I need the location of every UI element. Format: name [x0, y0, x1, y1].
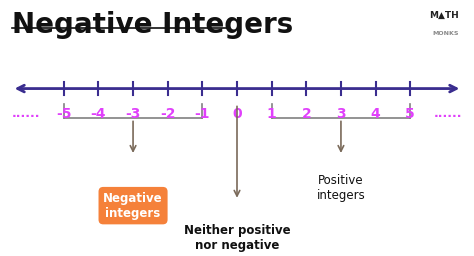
Text: -5: -5: [56, 107, 72, 121]
Text: 5: 5: [405, 107, 415, 121]
Text: Negative
integers: Negative integers: [103, 192, 163, 220]
Text: 1: 1: [267, 107, 276, 121]
Text: -1: -1: [195, 107, 210, 121]
Text: MONKS: MONKS: [432, 31, 459, 36]
Text: Positive
integers: Positive integers: [317, 174, 365, 202]
Text: -4: -4: [91, 107, 106, 121]
Text: Neither positive
nor negative: Neither positive nor negative: [184, 224, 290, 252]
Text: -2: -2: [160, 107, 175, 121]
Text: 4: 4: [371, 107, 381, 121]
Text: ......: ......: [434, 107, 463, 120]
Text: -3: -3: [125, 107, 141, 121]
Text: Negative Integers: Negative Integers: [12, 11, 293, 39]
Text: ......: ......: [11, 107, 40, 120]
Text: 2: 2: [301, 107, 311, 121]
Text: 3: 3: [336, 107, 346, 121]
Text: M▲TH: M▲TH: [429, 11, 459, 20]
Text: 0: 0: [232, 107, 242, 121]
